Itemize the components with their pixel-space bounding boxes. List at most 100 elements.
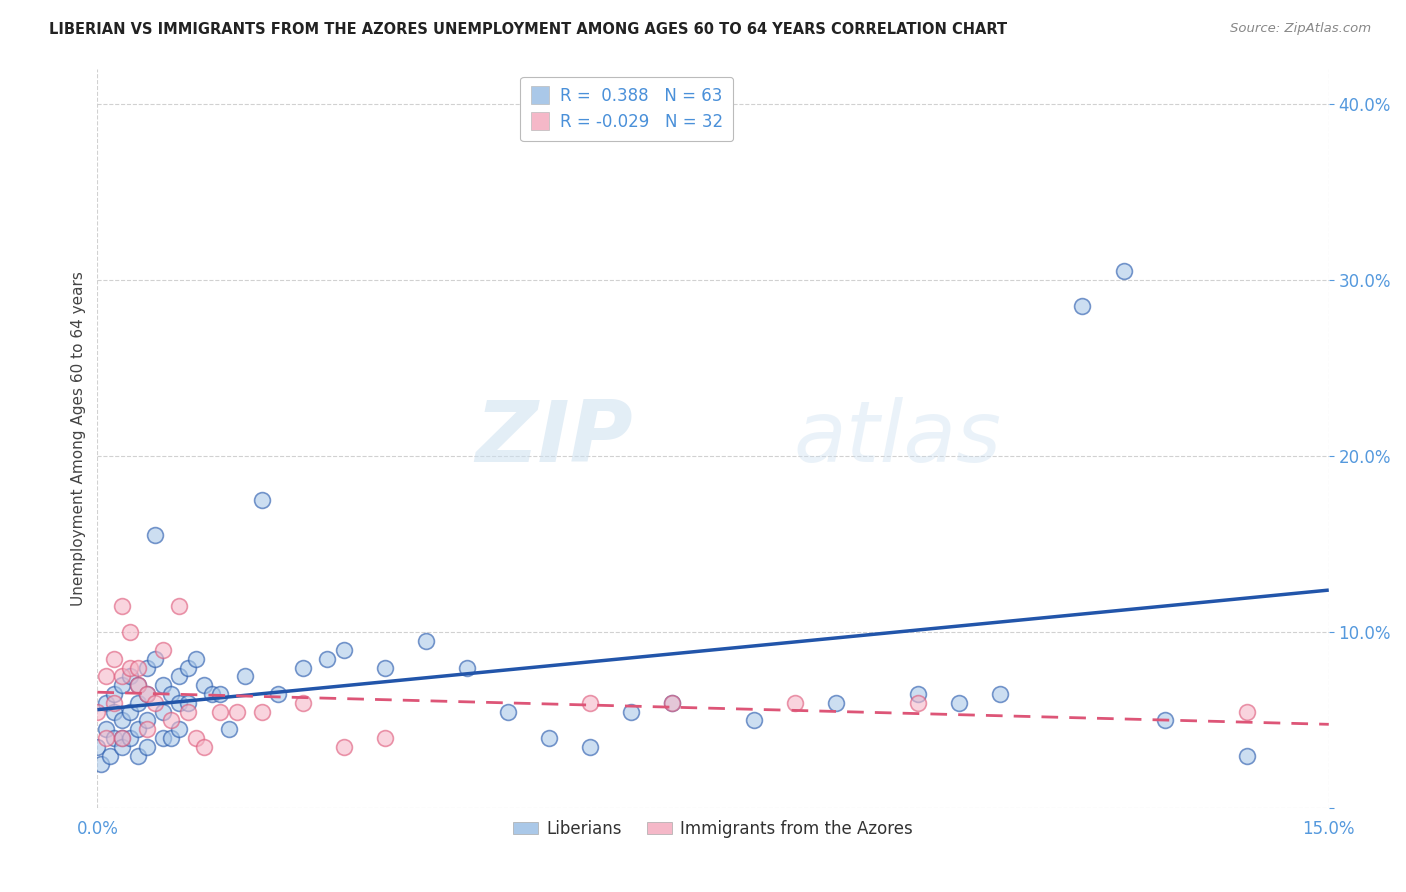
Point	[1112, 264, 1135, 278]
Point	[496, 705, 519, 719]
Point	[620, 705, 643, 719]
Point	[948, 696, 970, 710]
Point	[143, 528, 166, 542]
Point	[160, 714, 183, 728]
Point	[1153, 714, 1175, 728]
Point	[86, 705, 108, 719]
Point	[193, 739, 215, 754]
Point	[160, 687, 183, 701]
Point	[661, 696, 683, 710]
Point	[127, 678, 149, 692]
Point	[103, 651, 125, 665]
Point	[184, 651, 207, 665]
Point	[152, 731, 174, 745]
Point	[90, 757, 112, 772]
Point	[127, 722, 149, 736]
Point	[184, 731, 207, 745]
Point	[456, 660, 478, 674]
Point	[111, 739, 134, 754]
Point	[169, 669, 191, 683]
Point	[825, 696, 848, 710]
Point	[267, 687, 290, 701]
Point	[120, 660, 142, 674]
Point	[332, 643, 354, 657]
Point	[193, 678, 215, 692]
Point	[94, 731, 117, 745]
Y-axis label: Unemployment Among Ages 60 to 64 years: Unemployment Among Ages 60 to 64 years	[72, 271, 86, 606]
Point	[176, 705, 198, 719]
Point	[226, 705, 249, 719]
Point	[785, 696, 807, 710]
Point	[374, 660, 396, 674]
Text: LIBERIAN VS IMMIGRANTS FROM THE AZORES UNEMPLOYMENT AMONG AGES 60 TO 64 YEARS CO: LIBERIAN VS IMMIGRANTS FROM THE AZORES U…	[49, 22, 1007, 37]
Point	[135, 722, 157, 736]
Point	[143, 696, 166, 710]
Point	[537, 731, 560, 745]
Point	[111, 678, 134, 692]
Point	[291, 660, 314, 674]
Point	[332, 739, 354, 754]
Point	[661, 696, 683, 710]
Point	[143, 651, 166, 665]
Point	[111, 731, 134, 745]
Point	[907, 696, 929, 710]
Point	[103, 687, 125, 701]
Point	[176, 660, 198, 674]
Text: ZIP: ZIP	[475, 397, 633, 480]
Point	[152, 678, 174, 692]
Point	[94, 722, 117, 736]
Point	[127, 696, 149, 710]
Point	[103, 705, 125, 719]
Point	[111, 714, 134, 728]
Point	[201, 687, 224, 701]
Point	[120, 669, 142, 683]
Point	[152, 705, 174, 719]
Point	[374, 731, 396, 745]
Point	[98, 748, 121, 763]
Point	[103, 731, 125, 745]
Point	[169, 696, 191, 710]
Point	[990, 687, 1012, 701]
Point	[135, 687, 157, 701]
Text: Source: ZipAtlas.com: Source: ZipAtlas.com	[1230, 22, 1371, 36]
Point	[86, 739, 108, 754]
Point	[111, 599, 134, 613]
Point	[127, 678, 149, 692]
Point	[209, 687, 232, 701]
Point	[250, 493, 273, 508]
Legend: Liberians, Immigrants from the Azores: Liberians, Immigrants from the Azores	[506, 814, 920, 845]
Point	[316, 651, 339, 665]
Point	[120, 731, 142, 745]
Point	[250, 705, 273, 719]
Point	[233, 669, 256, 683]
Point	[94, 669, 117, 683]
Point	[120, 625, 142, 640]
Point	[135, 687, 157, 701]
Point	[111, 669, 134, 683]
Point	[120, 705, 142, 719]
Point	[907, 687, 929, 701]
Point	[135, 714, 157, 728]
Point	[1236, 705, 1258, 719]
Point	[415, 634, 437, 648]
Point	[579, 696, 602, 710]
Point	[1236, 748, 1258, 763]
Point	[111, 731, 134, 745]
Point	[291, 696, 314, 710]
Point	[218, 722, 240, 736]
Point	[135, 739, 157, 754]
Point	[1071, 299, 1094, 313]
Point	[742, 714, 765, 728]
Point	[152, 643, 174, 657]
Point	[94, 696, 117, 710]
Point	[176, 696, 198, 710]
Point	[160, 731, 183, 745]
Point	[579, 739, 602, 754]
Point	[209, 705, 232, 719]
Point	[127, 660, 149, 674]
Point	[169, 599, 191, 613]
Point	[103, 696, 125, 710]
Point	[135, 660, 157, 674]
Point	[169, 722, 191, 736]
Point	[127, 748, 149, 763]
